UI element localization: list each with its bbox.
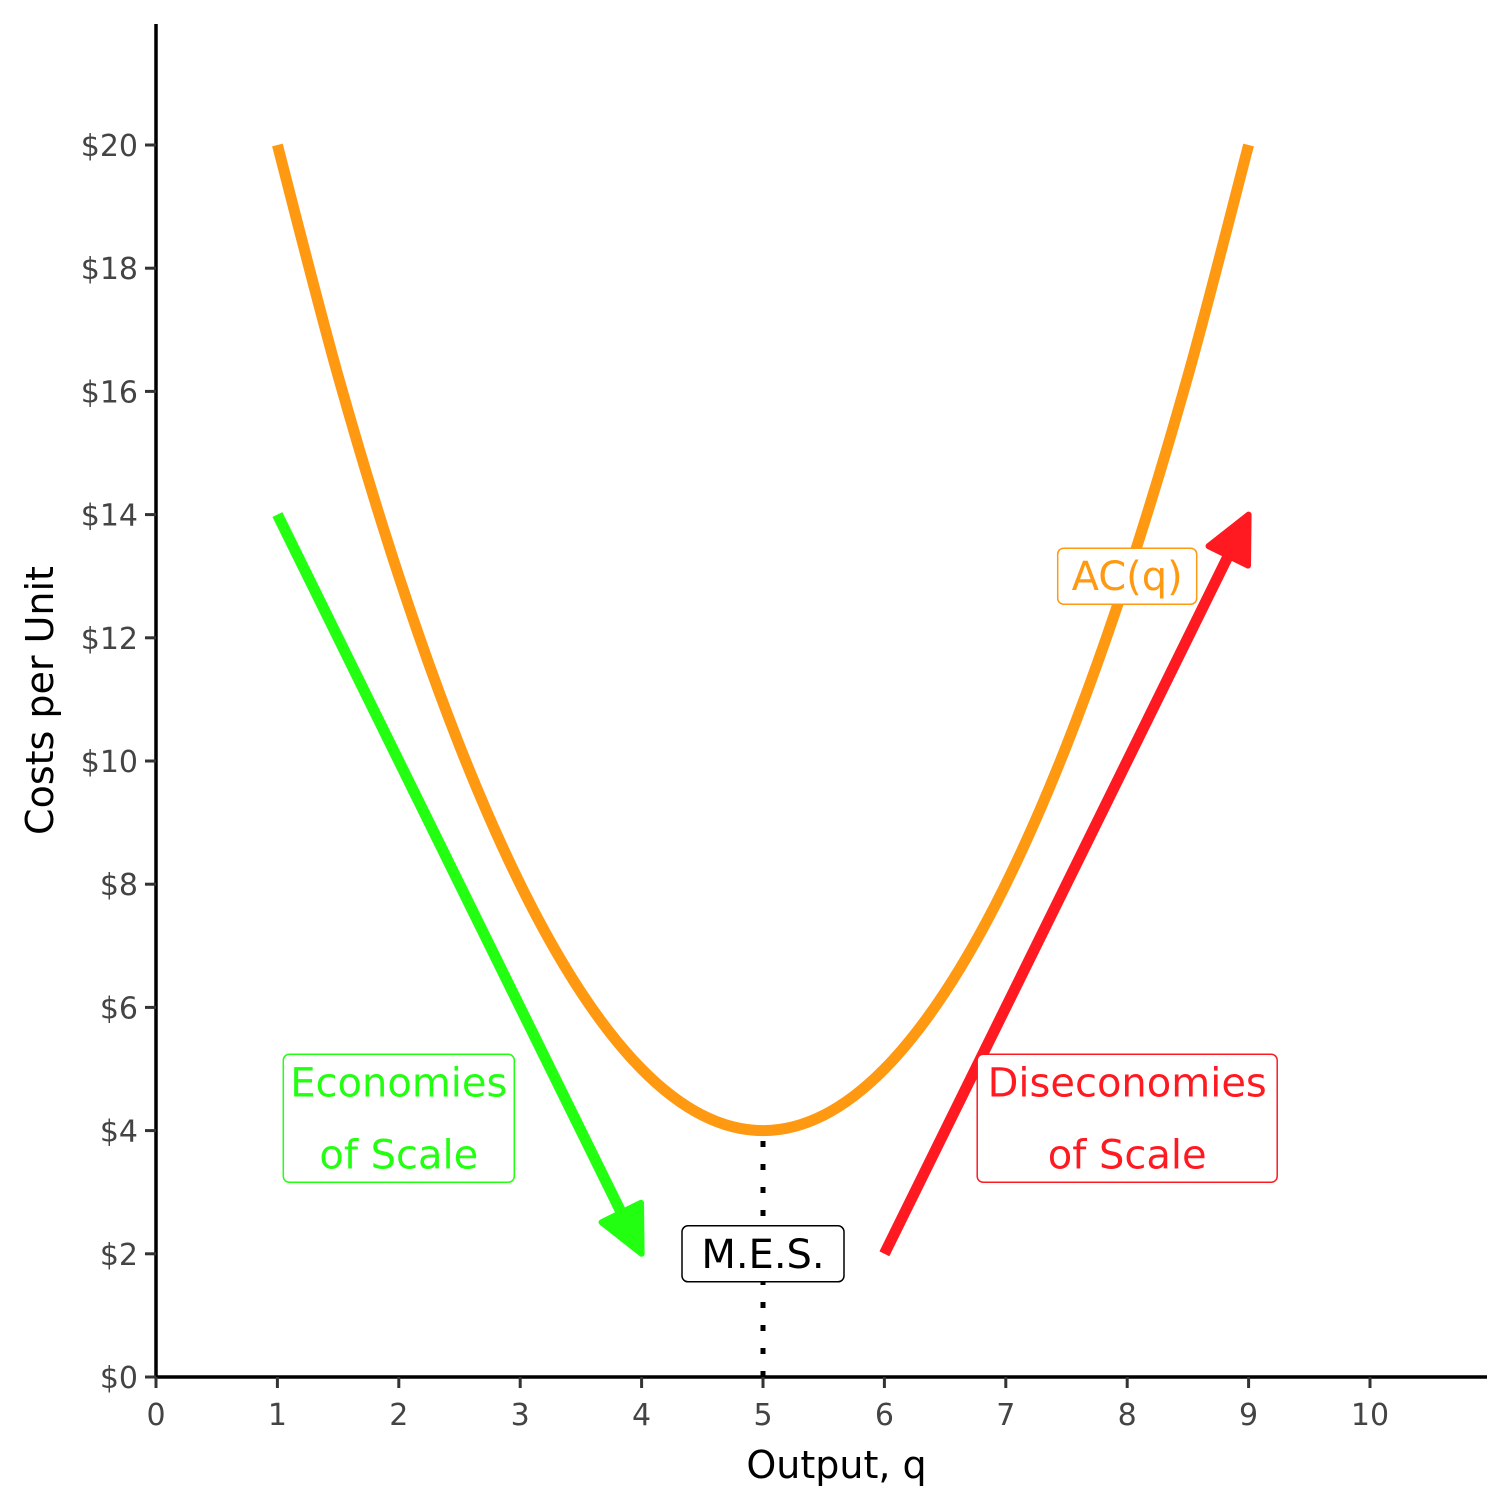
ac-curve bbox=[272, 143, 1254, 1137]
y-tick-label: $6 bbox=[100, 991, 138, 1026]
mes-label-text: M.E.S. bbox=[701, 1232, 824, 1278]
x-tick-label: 10 bbox=[1351, 1398, 1389, 1433]
diseconomies-label-text: of Scale bbox=[1048, 1132, 1207, 1178]
x-tick-label: 4 bbox=[632, 1398, 651, 1433]
y-tick-label: $8 bbox=[100, 868, 138, 903]
y-tick-label: $16 bbox=[81, 375, 138, 410]
y-tick-label: $0 bbox=[100, 1361, 138, 1396]
economies-label-text: Economies bbox=[290, 1060, 507, 1106]
diseconomies-label-box bbox=[976, 1053, 1278, 1184]
y-tick-label: $10 bbox=[81, 745, 138, 780]
economies-arrow-line bbox=[272, 512, 627, 1215]
x-tick-label: 0 bbox=[146, 1398, 165, 1433]
x-tick-label: 5 bbox=[753, 1398, 772, 1433]
mes-label: M.E.S. bbox=[681, 1225, 845, 1283]
x-tick-label: 2 bbox=[389, 1398, 408, 1433]
x-tick-label: 3 bbox=[511, 1398, 530, 1433]
economies-label-box bbox=[282, 1053, 516, 1184]
ac-label-text: AC(q) bbox=[1072, 554, 1183, 600]
x-axis-title: Output, q bbox=[746, 1443, 926, 1487]
ac-label: AC(q) bbox=[1056, 547, 1198, 605]
y-tick-label: $12 bbox=[81, 622, 138, 657]
y-tick-label: $20 bbox=[81, 129, 138, 164]
ac-label-box bbox=[1056, 547, 1198, 605]
mes-label-box bbox=[681, 1225, 845, 1283]
y-tick-label: $18 bbox=[81, 252, 138, 287]
diseconomies-arrow-line bbox=[879, 553, 1234, 1257]
y-tick-label: $2 bbox=[100, 1238, 138, 1273]
x-tick-label: 1 bbox=[268, 1398, 287, 1433]
y-axis-title: Costs per Unit bbox=[18, 566, 62, 835]
diseconomies-arrow-head bbox=[1205, 511, 1252, 569]
x-tick-label: 7 bbox=[996, 1398, 1015, 1433]
economies-label: Economies of Scale bbox=[282, 1053, 516, 1184]
x-tick-label: 6 bbox=[875, 1398, 894, 1433]
x-tick-label: 9 bbox=[1239, 1398, 1258, 1433]
diseconomies-label-text: Diseconomies bbox=[988, 1060, 1267, 1106]
y-tick-label: $14 bbox=[81, 499, 138, 534]
y-tick-label: $4 bbox=[100, 1115, 138, 1150]
economies-label-text: of Scale bbox=[319, 1132, 478, 1178]
economies-arrow-head bbox=[598, 1199, 645, 1257]
x-tick-label: 8 bbox=[1118, 1398, 1137, 1433]
diseconomies-label: Diseconomies of Scale bbox=[976, 1053, 1278, 1184]
